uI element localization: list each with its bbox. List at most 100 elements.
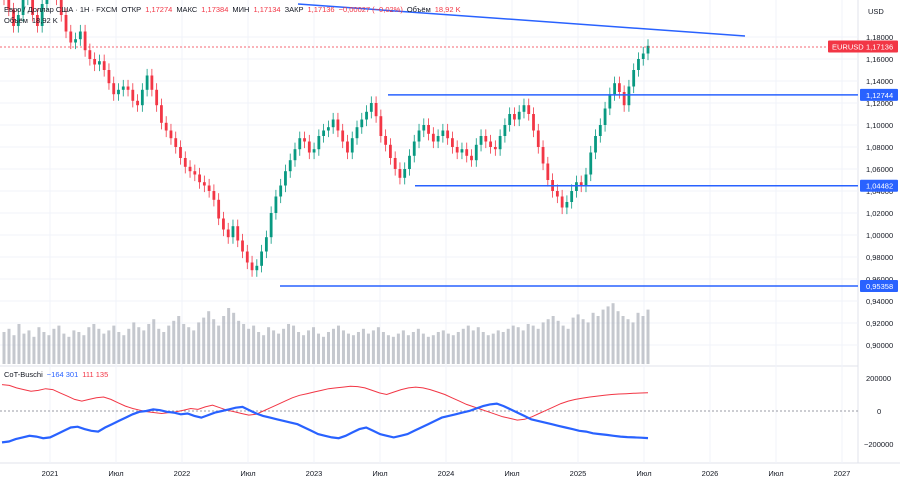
price-axis-ticks: 1,18000 1,16000 1,14000 1,12000 1,10000 1,080… <box>866 33 893 350</box>
volume-bar <box>292 325 296 364</box>
candle-body <box>408 155 411 169</box>
price-tick-label: 1,02000 <box>866 209 893 218</box>
candle-body <box>183 158 187 167</box>
volume-bar <box>526 324 530 364</box>
volume-bar <box>297 332 301 364</box>
indicator-tick-neg-200000: −200000 <box>864 440 893 449</box>
candle-body <box>317 136 321 150</box>
indicator-legend[interactable]: CoT-Buschi −164 301 111 135 <box>4 370 112 380</box>
candle-body <box>78 31 82 40</box>
candle-body <box>160 105 163 123</box>
volume-bar <box>571 317 575 364</box>
candle-body <box>16 15 20 26</box>
volume-bar <box>506 328 510 364</box>
volume-bar <box>222 316 226 364</box>
candle-body <box>222 218 225 230</box>
candle-body <box>217 199 221 219</box>
candle-body <box>212 191 216 200</box>
volume-bar <box>531 325 535 364</box>
volume-bar <box>361 328 365 364</box>
chart-legend[interactable]: Евро / Доллар США · 1Н · FXCM ОТКР 1,17274… <box>4 5 465 15</box>
price-tick-label: 1,12000 <box>866 99 893 108</box>
level-badge <box>860 179 898 192</box>
candle-body <box>451 138 454 147</box>
volume-bar <box>586 322 590 364</box>
candle-body <box>21 0 25 15</box>
volume-bar <box>481 332 485 364</box>
volume-bar <box>621 316 625 364</box>
time-tick-label: 2027 <box>834 469 851 478</box>
currency-label: USD <box>868 7 884 16</box>
candle-body <box>579 182 583 186</box>
volume-bar <box>436 332 440 364</box>
volume-bar <box>356 332 360 364</box>
trendline[interactable] <box>297 3 746 37</box>
candle-body <box>193 171 197 175</box>
volume-bar <box>476 327 480 364</box>
volume-bar <box>351 335 355 364</box>
volume-bar <box>117 332 121 364</box>
volume-bar <box>416 328 420 364</box>
volume-bar <box>197 322 201 364</box>
resistance-trendline[interactable] <box>297 3 746 37</box>
volume-bar <box>551 316 555 364</box>
candle-body <box>35 15 39 26</box>
time-tick-label: 2025 <box>570 469 587 478</box>
volume-bar <box>346 333 350 364</box>
volume-bar <box>12 335 16 364</box>
volume-bar <box>461 328 465 364</box>
volume-bar <box>17 324 21 364</box>
candle-body <box>107 70 111 84</box>
volume-bar <box>102 333 106 364</box>
volume-label: Объём <box>4 16 28 25</box>
volume-bar <box>546 319 550 364</box>
price-badges: EURUSD 1,17136 1,12744 1,04482 0,95358 <box>828 40 898 293</box>
volume-bar <box>496 330 500 364</box>
volume-bar <box>411 332 415 364</box>
candle-body <box>226 229 230 238</box>
candle-body <box>331 119 335 128</box>
volume-bar <box>541 322 545 364</box>
volume-bar <box>187 327 191 364</box>
open-label: ОТКР <box>121 5 142 14</box>
volume-bar <box>157 328 161 364</box>
volume-bar <box>62 333 66 364</box>
volume-legend[interactable]: Объём 18,92 K <box>4 16 62 26</box>
volume-bar <box>92 324 96 364</box>
symbol-description[interactable]: Евро / Доллар США · 1Н · FXCM <box>4 5 118 14</box>
candle-body <box>412 141 416 156</box>
volume-bar <box>466 325 470 364</box>
volume-bar <box>516 327 520 364</box>
last-price-symbol: EURUSD <box>832 43 864 52</box>
candle-body <box>355 127 359 139</box>
volume-bar <box>401 330 405 364</box>
candle-body <box>479 136 483 145</box>
volume-bar <box>376 327 380 364</box>
time-axis-ticks: 2021 Июл 2022 Июл 2023 Июл 2024 Июл 2025 Июл 2026 И… <box>42 469 851 478</box>
horizontal-levels[interactable] <box>280 94 858 287</box>
candle-body <box>379 116 383 136</box>
volume-bar <box>27 330 31 364</box>
grid <box>0 0 858 463</box>
volume-bar <box>257 332 261 364</box>
volume-bar <box>636 312 640 364</box>
volume-bar <box>232 312 236 364</box>
low-value: 1,17134 <box>253 5 281 14</box>
volume-bar <box>331 328 335 364</box>
candle-body <box>145 75 149 90</box>
candle-body <box>460 149 464 153</box>
level-badge <box>860 88 898 101</box>
volume-bar <box>317 333 321 364</box>
volume-inline-value: 18,92 K <box>434 5 461 14</box>
volume-bar <box>272 330 276 364</box>
candle-body <box>632 70 636 87</box>
change-value: −0,00027 (−0,02%) <box>338 5 403 14</box>
volume-bar <box>322 336 326 364</box>
candle-body <box>555 191 559 197</box>
volume-bar <box>132 322 136 364</box>
volume-bar <box>446 333 450 364</box>
volume-bar <box>152 319 156 364</box>
volume-bar <box>441 330 445 364</box>
time-tick-label: Июл <box>636 469 651 478</box>
